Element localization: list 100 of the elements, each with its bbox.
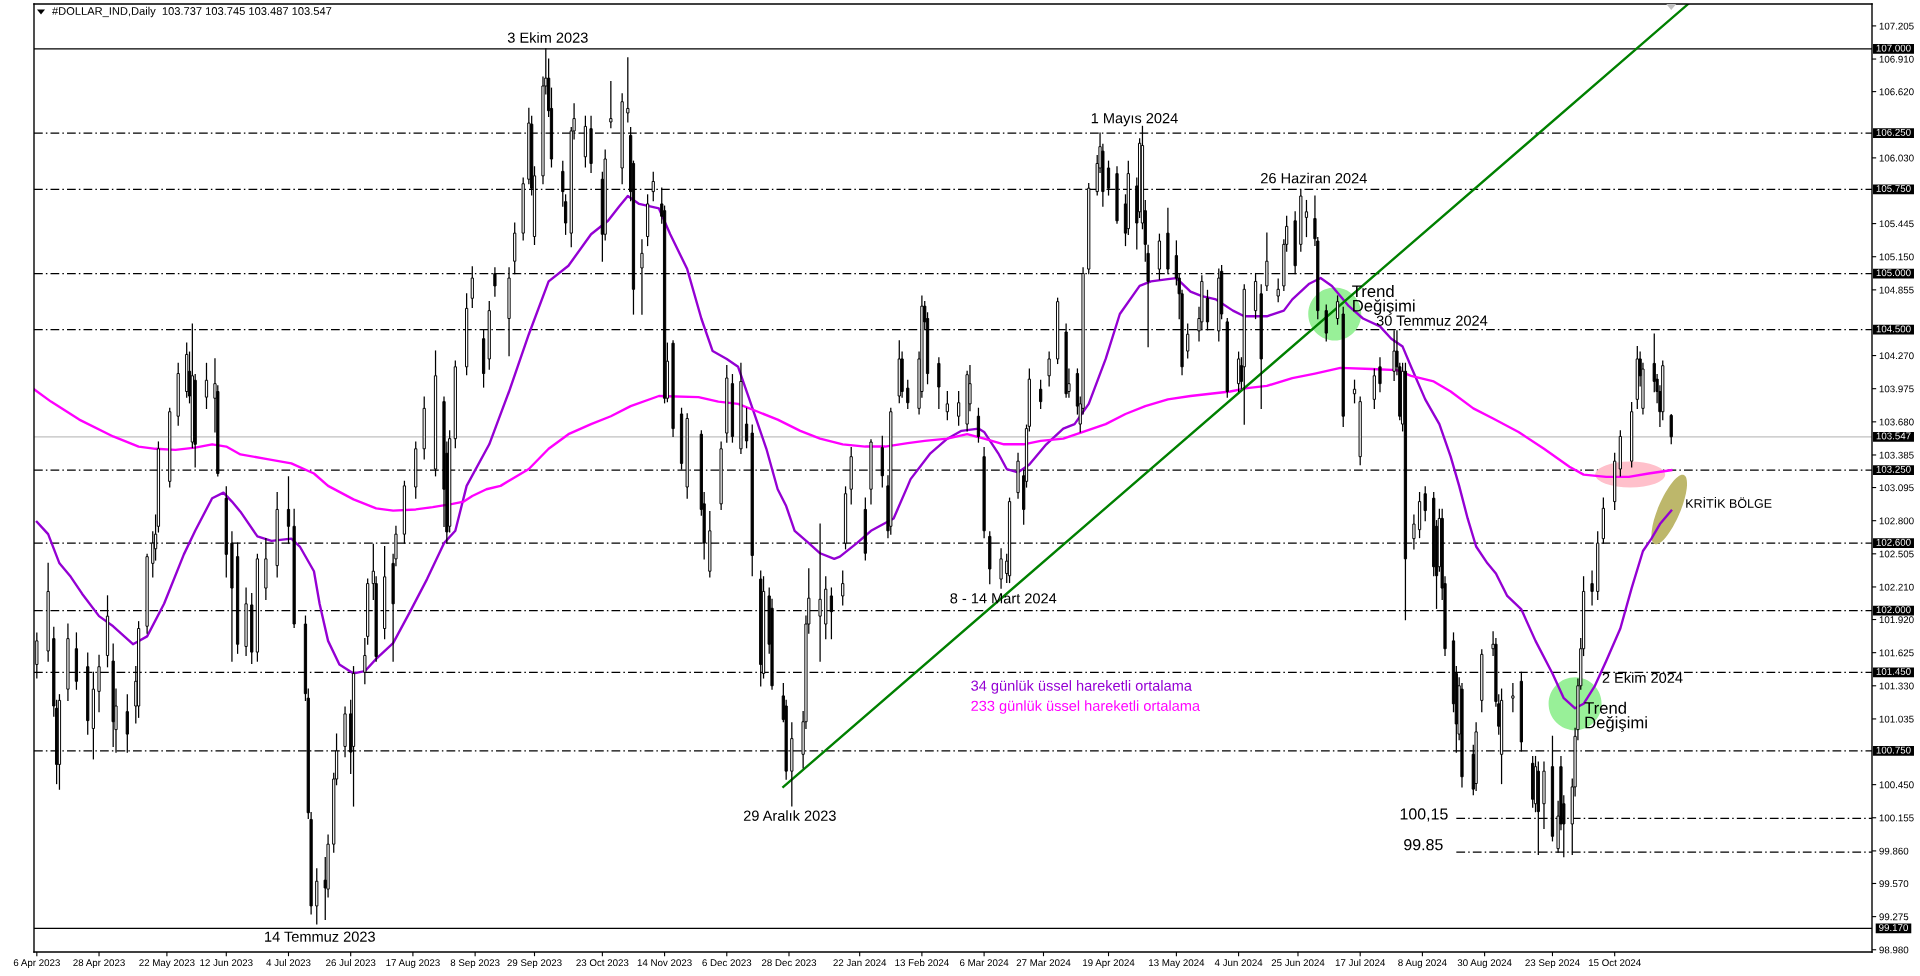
x-tick-label: 15 Oct 2024: [1588, 959, 1641, 967]
ref-line-label: 107.000: [1876, 44, 1911, 52]
y-tick-label: 99.275: [1879, 913, 1909, 921]
x-tick-label: 29 Sep 2023: [507, 959, 562, 969]
ref-line-label: 103.250: [1876, 465, 1911, 473]
annotation: 1 Mayıs 2024: [1091, 113, 1178, 127]
ref-line-label: 102.000: [1876, 606, 1911, 614]
candlestick: [1304, 199, 1309, 238]
annotation: Trend Değişimi: [1584, 701, 1647, 732]
y-tick-label: 105.150: [1879, 253, 1914, 261]
x-tick-label: 30 Aug 2024: [1457, 959, 1512, 969]
x-tick-label: 28 Apr 2023: [73, 959, 125, 969]
candlestick: [1047, 351, 1051, 387]
candlestick: [1669, 413, 1673, 445]
x-tick-label: 6 Apr 2023: [13, 959, 60, 969]
annotation: 14 Temmuz 2023: [265, 931, 375, 942]
x-tick-label: 23 Sep 2024: [1525, 959, 1580, 969]
x-tick-label: 12 Jun 2023: [200, 959, 253, 967]
ref-line-label: 102.600: [1876, 538, 1911, 546]
annotation: 3 Ekim 2023: [507, 32, 588, 43]
ref-line-label: 105.750: [1876, 185, 1911, 192]
candlestick: [937, 357, 941, 409]
y-tick-label: 104.270: [1879, 352, 1914, 360]
candlestick: [1423, 486, 1427, 522]
candlestick: [945, 390, 949, 421]
candlestick: [1511, 682, 1515, 713]
ref-line-label: 101.450: [1876, 668, 1911, 675]
x-tick-label: 22 May 2023: [139, 959, 195, 969]
y-tick-label: 99.570: [1879, 880, 1909, 888]
x-tick-label: 6 Mar 2024: [960, 959, 1009, 967]
x-tick-label: 4 Jun 2024: [1214, 959, 1263, 967]
annotation: 30 Temmuz 2024: [1376, 315, 1488, 326]
candlestick: [841, 570, 845, 606]
x-tick-label: 13 May 2024: [1149, 959, 1205, 969]
x-tick-label: 8 Sep 2023: [450, 959, 500, 969]
candlestick: [1590, 570, 1594, 606]
candlestick: [1276, 278, 1280, 303]
x-tick-label: 22 Jan 2024: [833, 959, 887, 967]
y-tick-label: 103.385: [1879, 451, 1914, 459]
x-tick-label: 26 Jul 2023: [326, 958, 376, 967]
ref-line-label: 100.750: [1876, 746, 1911, 754]
candlestick: [1205, 289, 1210, 331]
x-tick-label: 28 Dec 2023: [761, 959, 817, 967]
candlestick: [609, 80, 613, 129]
y-tick-label: 101.035: [1879, 715, 1914, 723]
y-tick-label: 107.205: [1879, 22, 1914, 30]
x-tick-label: 4 Jul 2023: [266, 958, 311, 967]
x-tick-label: 6 Dec 2023: [702, 959, 752, 967]
y-tick-label: 102.210: [1879, 583, 1914, 591]
annotation: 99.85: [1404, 839, 1443, 851]
y-tick-label: 100.155: [1879, 814, 1914, 822]
text: 34 günlük üssel hareketli ortalama: [971, 680, 1192, 694]
y-tick-label: 103.680: [1879, 418, 1914, 426]
ref-line-label: 99.170: [1879, 924, 1908, 932]
y-tick-label: 101.625: [1879, 649, 1914, 657]
annotation: 26 Haziran 2024: [1261, 172, 1367, 184]
x-tick-label: 25 Jun 2024: [1271, 959, 1325, 967]
candlestick: [999, 548, 1003, 589]
x-tick-label: 19 Apr 2024: [1083, 959, 1135, 969]
x-tick-label: 27 Mar 2024: [1016, 959, 1071, 967]
candlestick: [957, 390, 961, 426]
y-tick-label: 99.860: [1879, 847, 1909, 855]
candlestick: [976, 407, 981, 443]
annotation: 2 Ekim 2024: [1602, 672, 1683, 683]
ref-line-label: 103.547: [1876, 432, 1911, 440]
x-tick-label: 23 Oct 2023: [576, 959, 629, 967]
candlestick: [1039, 379, 1043, 409]
candlestick: [744, 407, 749, 449]
y-tick-label: 101.330: [1879, 682, 1914, 690]
x-tick-label: 8 Aug 2024: [1398, 959, 1447, 969]
y-tick-label: 106.030: [1879, 154, 1914, 162]
candlestick: [1378, 357, 1382, 393]
y-tick-label: 98.980: [1879, 946, 1909, 954]
y-tick-label: 104.855: [1879, 286, 1914, 294]
ref-line-label: 104.500: [1876, 325, 1911, 333]
y-tick-label: 102.800: [1879, 517, 1914, 525]
candlestick: [906, 379, 910, 409]
ref-line-label: 105.000: [1876, 269, 1911, 277]
x-tick-label: 13 Feb 2024: [895, 958, 949, 967]
text: 233 günlük üssel hareketli ortalama: [971, 700, 1201, 714]
candlestick: [1324, 304, 1328, 342]
chart-title: #DOLLAR_IND,Daily 103.737 103.745 103.487 103.547: [52, 6, 332, 18]
y-tick-label: 106.910: [1879, 55, 1914, 63]
ref-line-label: 106.250: [1876, 128, 1911, 136]
y-tick-label: 102.505: [1879, 550, 1914, 558]
candlestick: [1372, 368, 1376, 409]
y-tick-label: 106.620: [1879, 88, 1914, 96]
candlestick: [204, 362, 209, 409]
y-tick-label: 103.975: [1879, 385, 1914, 393]
annotation: 100,15: [1400, 808, 1448, 822]
x-tick-label: 17 Jul 2024: [1335, 958, 1386, 967]
candlestick: [626, 57, 630, 123]
annotation: KRİTİK BÖLGE: [1686, 497, 1772, 508]
y-tick-label: 103.095: [1879, 484, 1914, 492]
x-tick-label: 14 Nov 2023: [637, 959, 692, 967]
x-tick-label: 17 Aug 2023: [386, 959, 440, 969]
y-tick-label: 101.920: [1879, 616, 1914, 624]
annotation: 29 Aralık 2023: [743, 810, 836, 821]
y-tick-label: 100.450: [1879, 781, 1914, 789]
y-tick-label: 105.445: [1879, 220, 1914, 228]
